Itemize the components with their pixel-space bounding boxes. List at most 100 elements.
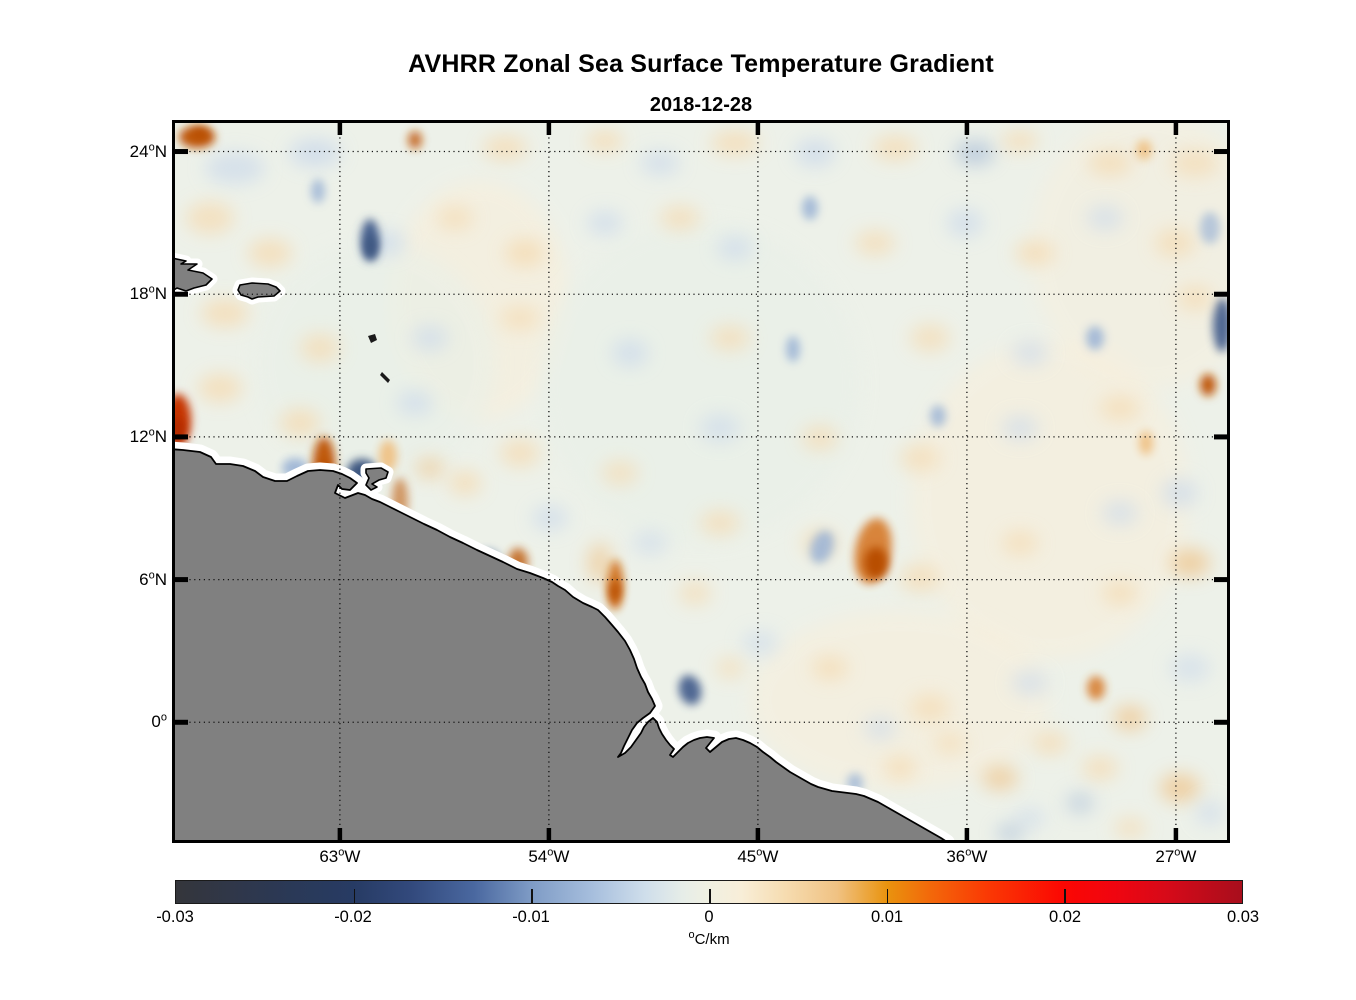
- sst-gradient-blob: [587, 131, 623, 151]
- sst-gradient-blob: [1002, 416, 1038, 440]
- sst-gradient-blob: [795, 139, 835, 167]
- sst-gradient-blob: [1177, 286, 1213, 310]
- x-tick-text: 45oW: [737, 846, 779, 866]
- sst-gradient-blob: [449, 471, 481, 495]
- sst-gradient-blob: [710, 326, 750, 350]
- sst-gradient-blob: [1171, 149, 1219, 177]
- x-tick-text: 54oW: [528, 846, 570, 866]
- x-tick-text: 63oW: [319, 846, 361, 866]
- colorbar-tick-label: 0.03: [1226, 908, 1260, 926]
- colorbar-tick-mark: [886, 889, 889, 903]
- sst-gradient-blob: [678, 675, 702, 705]
- chart-title: AVHRR Zonal Sea Surface Temperature Grad…: [408, 50, 994, 78]
- y-tick-text: 6oN: [139, 568, 167, 589]
- sst-gradient-blob: [982, 766, 1018, 790]
- sst-gradient-blob: [1102, 501, 1138, 525]
- sst-gradient-blob: [191, 128, 209, 140]
- x-tick-label: 45oW: [713, 847, 803, 867]
- sst-gradient-blob: [280, 409, 320, 437]
- y-tick-label: 12oN: [105, 427, 167, 447]
- map-plot-area: [172, 120, 1230, 843]
- sst-gradient-blob: [1200, 212, 1220, 244]
- tick-top: [964, 123, 970, 135]
- tick-left: [175, 577, 188, 583]
- sst-gradient-blob: [1087, 206, 1123, 230]
- sst-gradient-blob: [910, 694, 950, 722]
- tick-left: [175, 434, 188, 440]
- sst-gradient-blob: [205, 152, 265, 184]
- sst-gradient-blob: [864, 716, 896, 740]
- sst-gradient-blob: [660, 206, 700, 230]
- sst-gradient-blob: [1086, 326, 1104, 350]
- sst-gradient-blob: [1100, 396, 1140, 420]
- axis-ticks: [175, 123, 1227, 840]
- sst-gradient-blob: [930, 405, 946, 427]
- y-tick-text: 24oN: [129, 140, 167, 161]
- sst-gradient-blob: [587, 211, 623, 235]
- colorbar-unit-label: oC/km: [688, 929, 730, 949]
- sst-gradient-blob: [198, 374, 242, 402]
- sst-gradient-blob: [802, 196, 818, 220]
- sst-gradient-blob: [365, 235, 377, 259]
- small-island-mark: [380, 372, 390, 383]
- sst-gradient-blob: [1012, 341, 1048, 365]
- sst-gradient-blob: [1082, 756, 1118, 780]
- sst-gradient-blob: [289, 139, 341, 167]
- colorbar-tick-label: -0.03: [156, 908, 194, 926]
- sst-gradient-blob: [855, 231, 895, 255]
- sst-gradient-blob: [1032, 731, 1068, 755]
- y-tick-label: 18oN: [105, 284, 167, 304]
- sst-gradient-blob: [186, 202, 234, 234]
- sst-gradient-blob: [1088, 151, 1132, 175]
- tick-left: [175, 149, 188, 155]
- sst-gradient-blob: [505, 239, 545, 267]
- sst-gradient-blob: [1213, 298, 1227, 352]
- tick-right: [1214, 291, 1227, 297]
- tick-bottom: [1173, 828, 1179, 840]
- sst-gradient-blob: [1139, 431, 1153, 455]
- x-tick-text: 36oW: [946, 846, 988, 866]
- colorbar-tick-mark: [1064, 889, 1066, 903]
- x-tick-label: 54oW: [504, 847, 594, 867]
- sst-gradient-blob: [742, 631, 778, 655]
- colorbar-tick-label: -0.02: [334, 908, 372, 926]
- sst-gradient-blob: [412, 326, 448, 350]
- sst-gradient-blob: [910, 324, 950, 352]
- map-canvas: [175, 123, 1227, 840]
- sst-gradient-blob: [750, 610, 1050, 790]
- sst-gradient-blob: [1170, 654, 1210, 682]
- sst-gradient-blob: [955, 141, 995, 165]
- x-tick-label: 27oW: [1131, 847, 1221, 867]
- island-trinidad: [365, 467, 389, 491]
- sst-gradient-blob: [1087, 676, 1105, 700]
- sst-gradient-blob: [716, 658, 744, 678]
- sst-gradient-blob: [483, 136, 527, 160]
- x-tick-label: 63oW: [295, 847, 385, 867]
- colorbar-tick-mark: [353, 889, 356, 903]
- sst-gradient-blob: [416, 458, 444, 478]
- ocean-gradient-blobs: [175, 123, 1227, 840]
- sst-gradient-blob: [1102, 581, 1138, 605]
- x-tick-label: 36oW: [922, 847, 1012, 867]
- sst-gradient-blob: [201, 299, 249, 327]
- sst-gradient-blob: [700, 414, 740, 442]
- island-puerto-rico: [237, 282, 281, 300]
- sst-gradient-blob: [812, 656, 848, 680]
- mainland-south-america: [175, 448, 946, 840]
- tick-bottom: [546, 828, 552, 840]
- sst-gradient-blob: [1014, 808, 1046, 828]
- tick-right: [1214, 577, 1227, 583]
- sst-gradient-blob: [1136, 140, 1152, 160]
- tick-right: [1214, 719, 1227, 725]
- sst-gradient-blob: [802, 426, 838, 450]
- sst-gradient-blob: [602, 461, 638, 485]
- island-hispaniola-east: [175, 257, 213, 292]
- tick-right: [1214, 434, 1227, 440]
- sst-gradient-blob: [1030, 123, 1227, 390]
- tick-bottom: [755, 828, 761, 840]
- sst-gradient-blob: [934, 733, 966, 753]
- sst-gradient-blob: [1162, 479, 1198, 507]
- sst-gradient-blob: [1015, 241, 1055, 265]
- sst-gradient-blob: [810, 530, 834, 564]
